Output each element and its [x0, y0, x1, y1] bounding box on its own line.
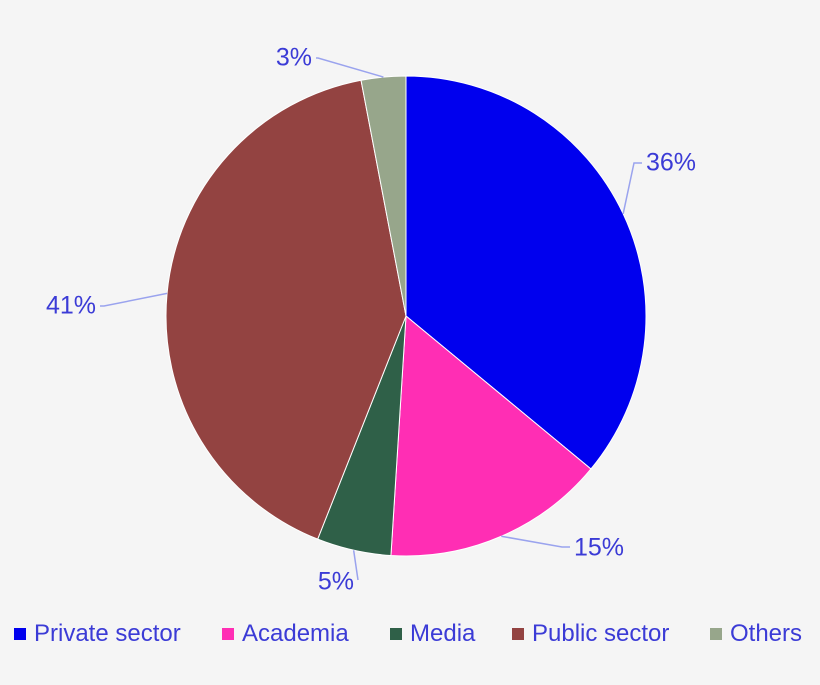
pie-slice-private-sector [405, 75, 647, 470]
legend-label-academia: Academia [242, 620, 349, 647]
data-label-private-sector: 36% [646, 149, 696, 177]
data-label-academia: 15% [574, 534, 624, 562]
data-label-others: 3% [276, 44, 312, 72]
legend-label-private-sector: Private sector [34, 620, 181, 647]
legend-label-others: Others [730, 620, 803, 647]
legend-swatch-private-sector [14, 628, 26, 640]
legend-item-private-sector: Private sector [14, 620, 181, 648]
legend-label-media: Media [410, 620, 476, 647]
data-label-media: 5% [318, 568, 354, 596]
leader-line-academia [501, 535, 570, 548]
legend-swatch-media [390, 628, 402, 640]
legend-item-academia: Academia [222, 620, 349, 648]
legend-swatch-public-sector [512, 628, 524, 640]
leader-line-others [316, 57, 384, 78]
pie-slice-academia [390, 314, 592, 557]
legend-label-public-sector: Public sector [532, 620, 670, 647]
leader-line-media [352, 550, 359, 581]
legend-item-public-sector: Public sector [512, 620, 669, 648]
legend-item-others: Others [710, 620, 802, 648]
pie-slice-public-sector [165, 79, 407, 540]
leader-line-public-sector [100, 292, 168, 307]
legend-swatch-others [710, 628, 722, 640]
legend-item-media: Media [390, 620, 475, 648]
data-label-public-sector: 41% [46, 292, 96, 320]
leader-line-private-sector [622, 162, 642, 214]
legend-swatch-academia [222, 628, 234, 640]
chart-legend: Private sector Academia Media Public sec… [0, 620, 820, 654]
